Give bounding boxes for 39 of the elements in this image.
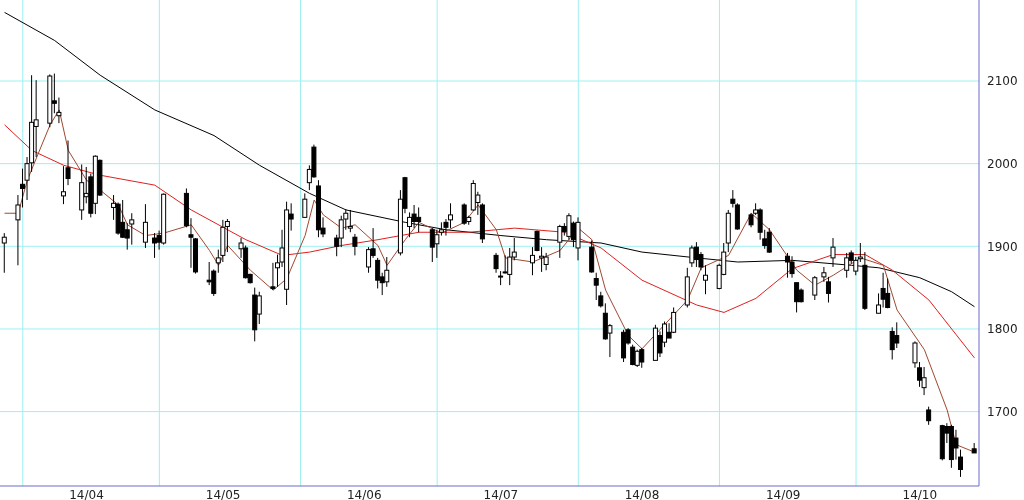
x-tick-label: 14/06 bbox=[346, 487, 382, 500]
candlestick bbox=[812, 275, 818, 301]
candlestick bbox=[461, 202, 467, 226]
candlestick bbox=[921, 366, 927, 396]
y-tick-label: 2100 bbox=[987, 74, 1018, 89]
candlestick bbox=[844, 252, 850, 279]
candlestick bbox=[894, 321, 900, 349]
x-tick-label: 14/07 bbox=[483, 487, 519, 500]
line-series bbox=[4, 124, 975, 359]
candlestick bbox=[689, 244, 695, 268]
candlestick bbox=[493, 252, 499, 274]
candlestick bbox=[502, 254, 508, 275]
x-tick-label: 14/04 bbox=[69, 487, 104, 500]
y-tick-label: 1800 bbox=[987, 322, 1018, 337]
y-tick-label: 1700 bbox=[987, 404, 1018, 419]
candlestick bbox=[129, 212, 135, 246]
x-tick-label: 14/05 bbox=[205, 487, 241, 500]
candlestick bbox=[142, 203, 148, 249]
y-tick-label: 1900 bbox=[987, 239, 1018, 254]
candlestick bbox=[352, 233, 358, 256]
line-series bbox=[4, 109, 975, 453]
candlestick bbox=[507, 247, 513, 286]
candlestick bbox=[375, 257, 381, 289]
candlestick bbox=[347, 209, 353, 233]
line-series bbox=[4, 11, 975, 308]
candlestick bbox=[639, 347, 645, 369]
x-tick-label: 14/08 bbox=[624, 487, 660, 500]
candlestick bbox=[889, 326, 895, 361]
candlestick bbox=[789, 255, 795, 279]
x-tick-label: 14/10 bbox=[902, 487, 938, 500]
candlestick bbox=[302, 192, 308, 218]
candlestick bbox=[152, 232, 158, 259]
candlestick bbox=[734, 202, 740, 231]
candlestick bbox=[224, 218, 230, 253]
y-tick-label: 2000 bbox=[987, 156, 1018, 171]
candlestick bbox=[766, 227, 772, 254]
x-tick-label: 14/09 bbox=[765, 487, 801, 500]
candlestick bbox=[830, 237, 836, 268]
candlestick bbox=[926, 406, 932, 426]
